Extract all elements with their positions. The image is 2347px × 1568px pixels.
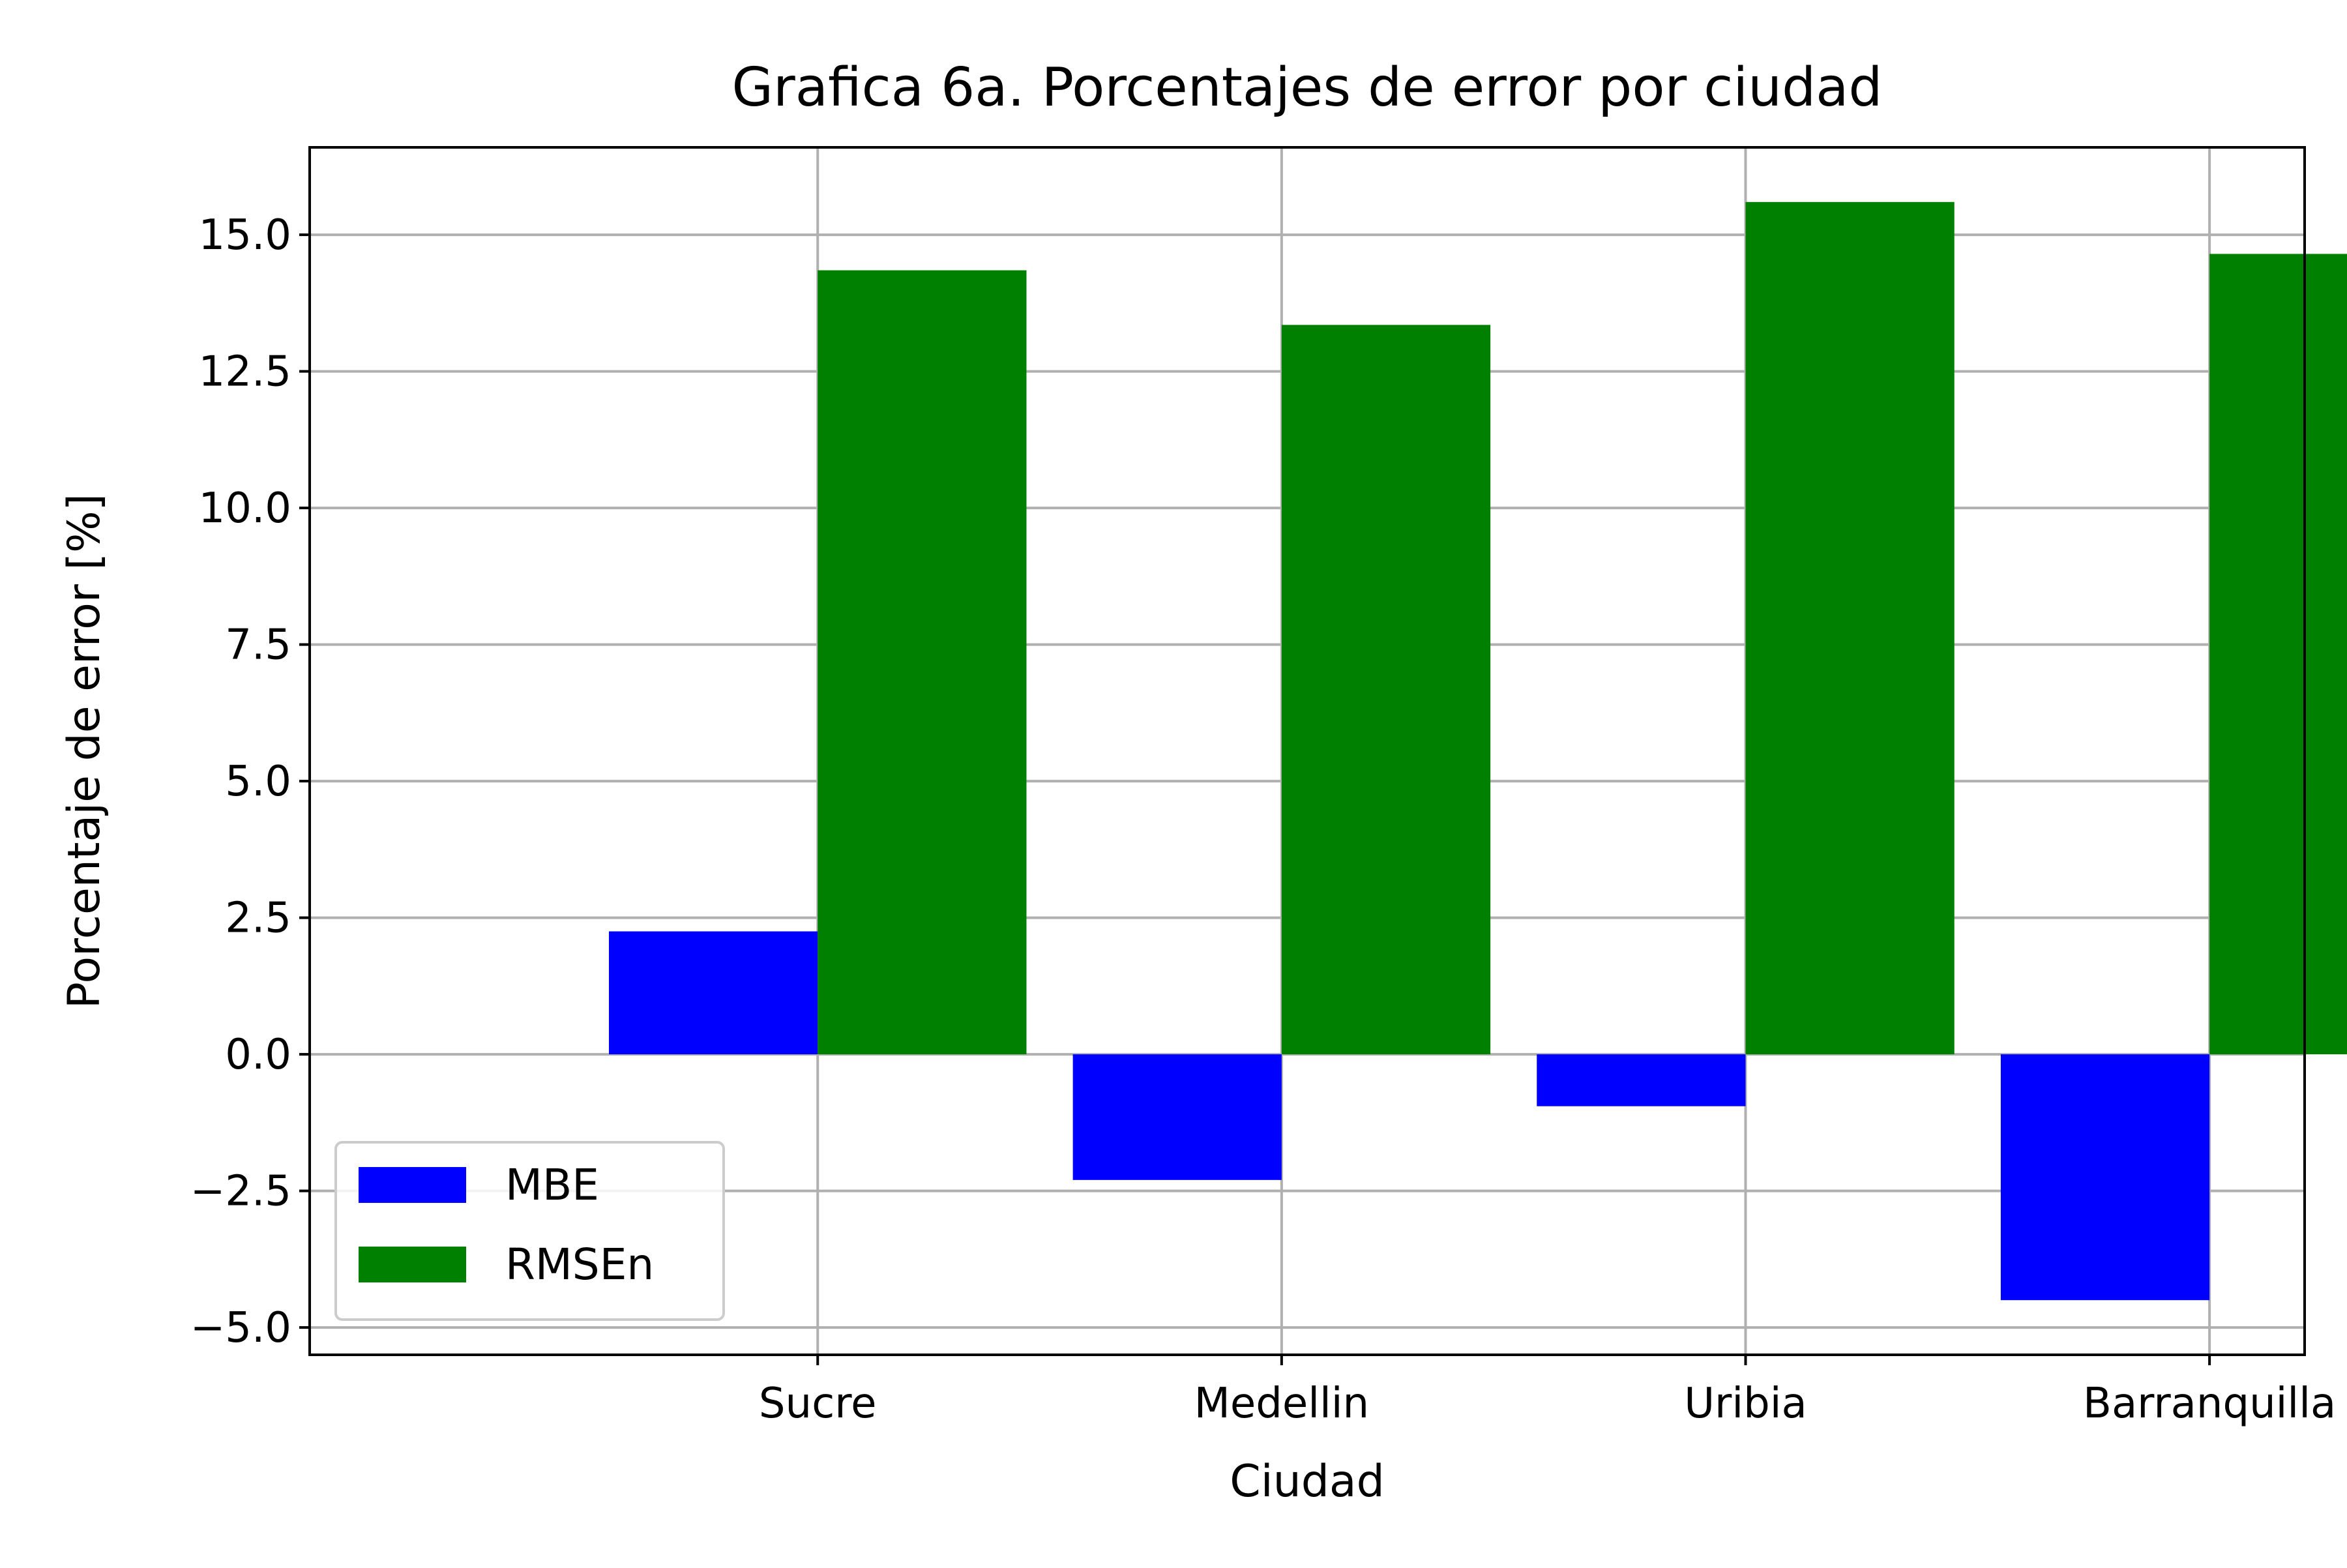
bar-rmsen-sucre [818, 270, 1027, 1055]
x-tick-label: Medellin [1194, 1380, 1370, 1428]
bar-mbe-sucre [609, 931, 818, 1055]
legend-label-mbe: MBE [505, 1160, 599, 1210]
plot-frame [308, 146, 2306, 1356]
legend-swatch-rmsen [359, 1247, 466, 1282]
x-axis-title: Ciudad [1230, 1456, 1384, 1507]
legend-label-rmsen: RMSEn [505, 1239, 654, 1290]
chart-title: Grafica 6a. Porcentajes de error por ciu… [732, 57, 1883, 119]
y-tick-label: −2.5 [190, 1168, 291, 1216]
bar-rmsen-uribia [1745, 201, 1955, 1055]
y-tick-label: 0.0 [225, 1031, 291, 1079]
y-tick-label: 10.0 [199, 484, 292, 533]
y-tick-label: 5.0 [225, 758, 291, 806]
y-tick-label: 7.5 [225, 621, 291, 670]
y-tick-label: 12.5 [199, 348, 292, 396]
bar-mbe-barranquilla [2000, 1054, 2210, 1301]
y-axis-title: Porcentaje de error [%] [59, 494, 110, 1009]
bar-mbe-uribia [1537, 1054, 1746, 1106]
x-tick-label: Uribia [1684, 1380, 1807, 1428]
x-tick-label: Barranquilla [2083, 1380, 2336, 1428]
bar-mbe-medellin [1072, 1054, 1282, 1180]
bars [609, 201, 2347, 1301]
y-tick-label: 15.0 [199, 211, 292, 259]
legend: MBE RMSEn [334, 1141, 725, 1321]
bar-rmsen-barranquilla [2209, 254, 2347, 1055]
x-tick-label: Sucre [759, 1380, 877, 1428]
bar-rmsen-medellin [1281, 325, 1491, 1055]
axes: −5.0 −2.5 0.0 2.5 5.0 7.5 10.0 12.5 15.0 Sucre Med… [190, 146, 2336, 1428]
y-tick-label: −5.0 [190, 1304, 291, 1352]
y-tick-label: 2.5 [225, 895, 291, 943]
legend-swatch-mbe [359, 1167, 466, 1203]
